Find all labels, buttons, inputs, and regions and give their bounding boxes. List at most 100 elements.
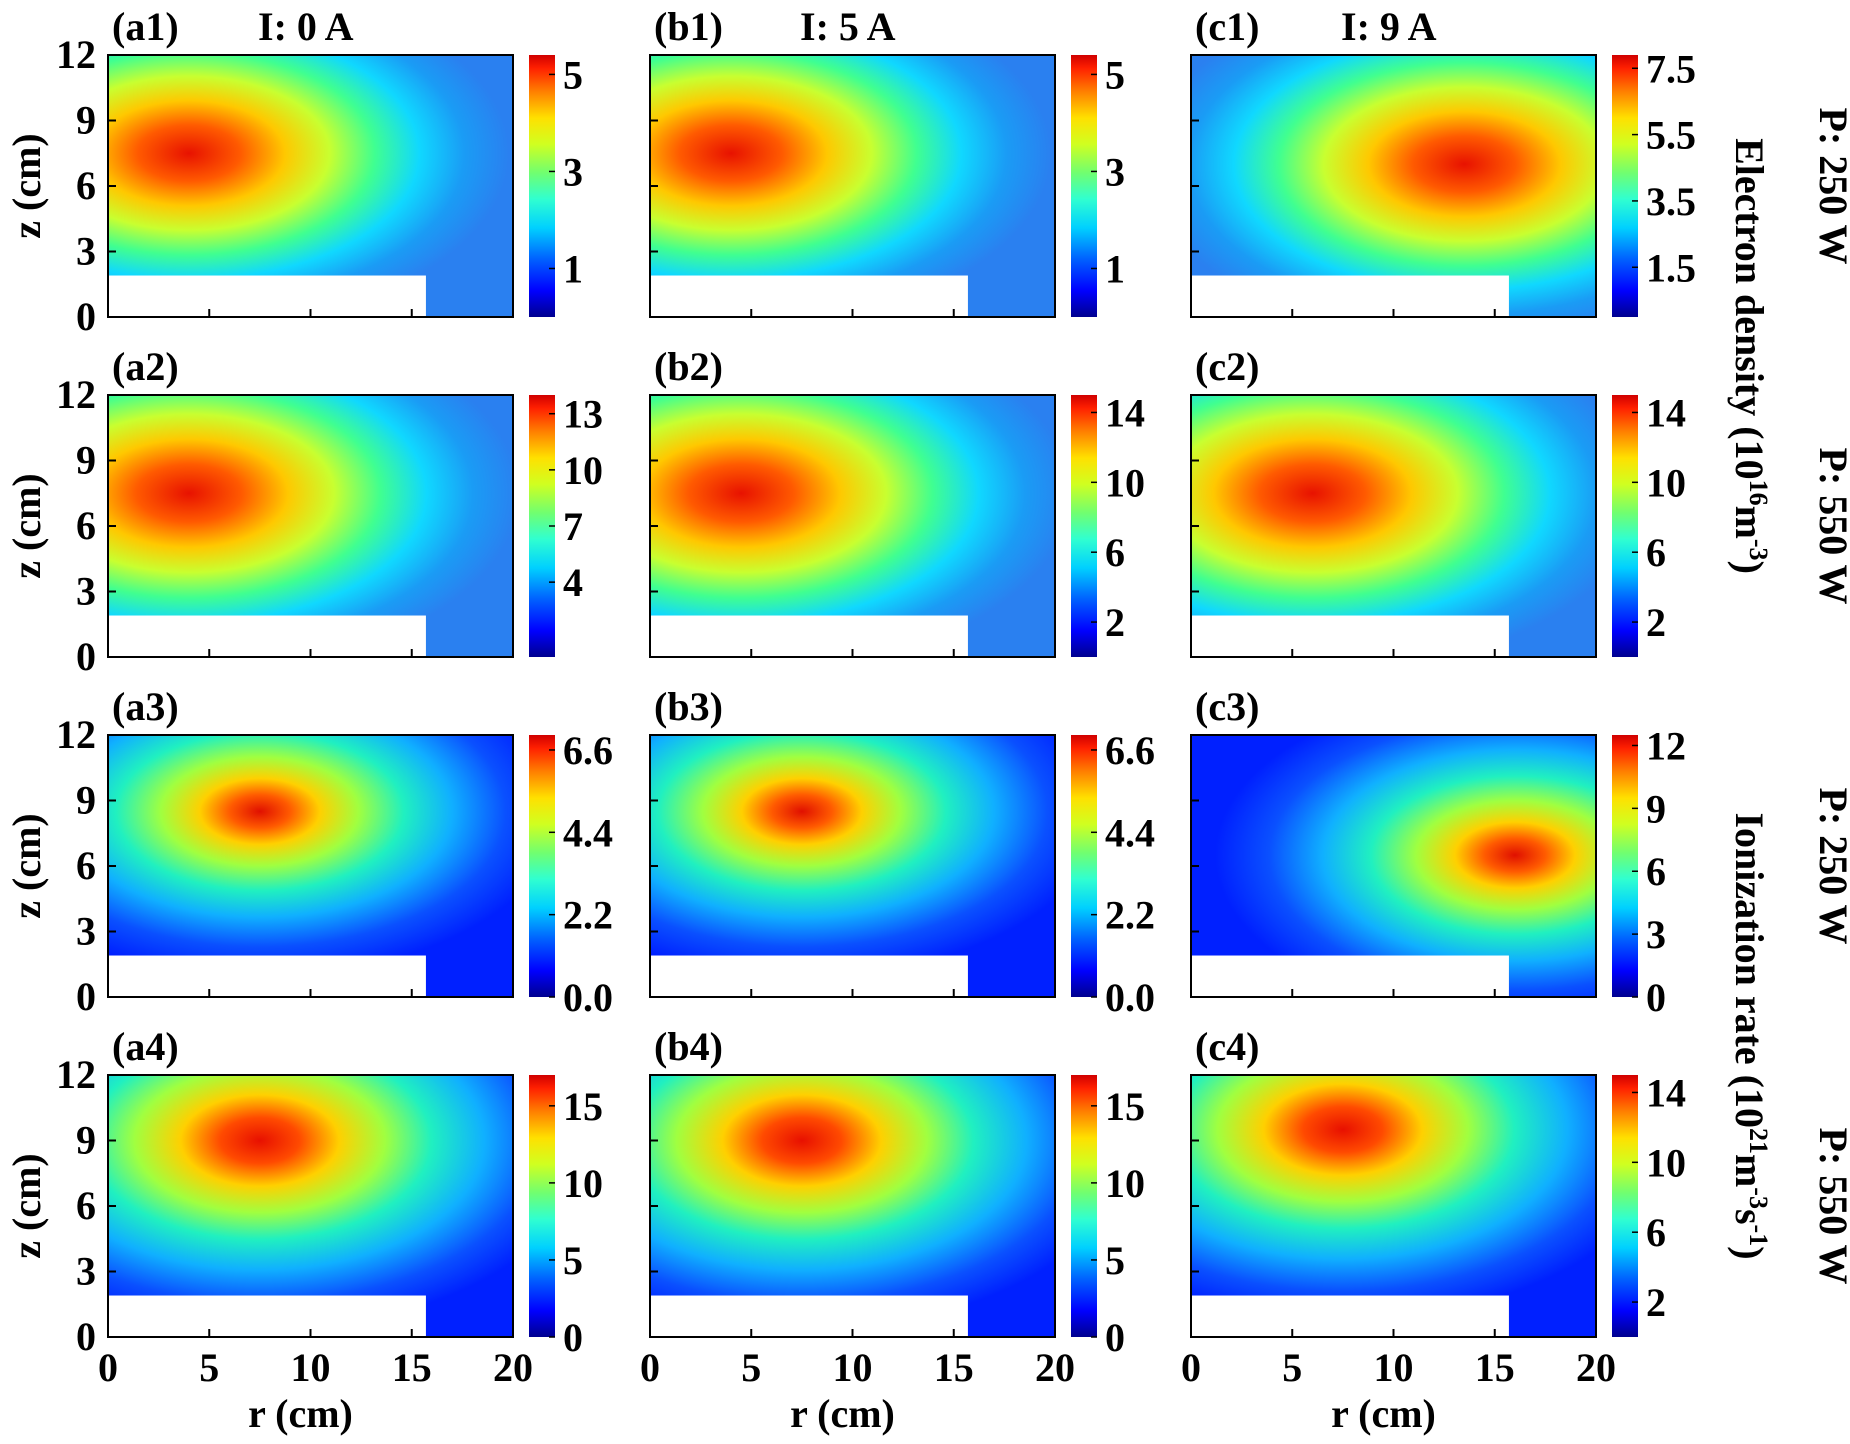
colorbar-tick-label: 5 — [563, 1238, 583, 1283]
colorbar-tick-label: 3 — [563, 149, 583, 194]
colorbar-tick-label: 1 — [1105, 246, 1125, 291]
colorbar-tick-label: 6.6 — [1105, 728, 1155, 773]
colorbar: 2 6 10 14 — [1612, 390, 1686, 657]
y-tick-label: 6 — [76, 1183, 96, 1228]
obstacle-region — [108, 275, 426, 317]
y-tick-label: 12 — [56, 32, 96, 77]
colorbar: 4 7 10 13 — [529, 392, 603, 657]
panel-b3: (b3) 0.0 2.2 4.4 6.6 — [649, 684, 1155, 1020]
colorbar-tick-label: 7.5 — [1646, 46, 1696, 91]
colorbar-tick-label: 5.5 — [1646, 113, 1696, 158]
colorbar-tick-label: 6 — [1646, 530, 1666, 575]
colorbar-tick-label: 10 — [1646, 1140, 1686, 1185]
y-tick-label: 12 — [56, 1052, 96, 1097]
colorbar: 0 3 6 9 12 — [1612, 723, 1686, 1020]
y-tick-label: 3 — [76, 909, 96, 954]
colorbar-gradient — [529, 735, 555, 997]
panel-label: (a3) — [112, 684, 179, 729]
obstacle-region — [1191, 275, 1509, 317]
colorbar-tick-label: 10 — [1646, 460, 1686, 505]
colorbar-tick-label: 12 — [1646, 723, 1686, 768]
panel-b4: 0 5 10 15 20 r (cm) (b4) 0 5 10 15 — [640, 1024, 1145, 1436]
x-tick-label: 0 — [1181, 1345, 1201, 1390]
colorbar-gradient — [529, 1075, 555, 1337]
panel-a1: 0 3 6 9 12 z (cm) (a1) I: 0 A 1 3 5 — [4, 4, 583, 339]
colorbar-gradient — [1612, 395, 1638, 657]
heatmap — [1191, 55, 1596, 317]
colorbar: 1 3 5 — [529, 52, 583, 317]
x-tick-label: 5 — [741, 1345, 761, 1390]
power-label: P: 250 W — [1811, 107, 1850, 264]
colorbar-tick-label: 3 — [1105, 149, 1125, 194]
y-axis-label: z (cm) — [4, 473, 49, 578]
heatmap-field — [108, 735, 513, 997]
colorbar-tick-label: 4 — [563, 560, 583, 605]
y-tick-label: 3 — [76, 569, 96, 614]
heatmap — [108, 395, 513, 657]
y-tick-label: 0 — [76, 974, 96, 1019]
colorbar-tick-label: 6 — [1105, 530, 1125, 575]
heatmap-field — [650, 1075, 1055, 1337]
y-tick-label: 9 — [76, 1118, 96, 1163]
y-axis-label: z (cm) — [4, 133, 49, 238]
panel-label: (b4) — [654, 1024, 723, 1069]
current-title: I: 0 A — [258, 4, 354, 49]
x-tick-label: 20 — [1576, 1345, 1616, 1390]
colorbar-tick-label: 13 — [563, 392, 603, 437]
y-tick-label: 3 — [76, 1249, 96, 1294]
heatmap — [1191, 1075, 1596, 1337]
panel-c3: (c3) 0 3 6 9 12 — [1190, 684, 1686, 1020]
x-tick-label: 15 — [392, 1345, 432, 1390]
colorbar-tick-label: 5 — [1105, 1238, 1125, 1283]
colorbar: 0.0 2.2 4.4 6.6 — [529, 728, 613, 1020]
heatmap-field — [650, 735, 1055, 997]
colorbar-tick-label: 5 — [563, 52, 583, 97]
obstacle-region — [1191, 1295, 1509, 1337]
y-tick-label: 9 — [76, 778, 96, 823]
x-tick-label: 15 — [934, 1345, 974, 1390]
colorbar-tick-label: 14 — [1105, 390, 1145, 435]
y-tick-label: 6 — [76, 503, 96, 548]
colorbar-tick-label: 14 — [1646, 1070, 1686, 1115]
x-tick-label: 5 — [199, 1345, 219, 1390]
x-tick-label: 5 — [1282, 1345, 1302, 1390]
y-tick-label: 9 — [76, 438, 96, 483]
obstacle-region — [108, 955, 426, 997]
heatmap — [650, 395, 1055, 657]
heatmap — [1191, 735, 1596, 997]
panel-label: (a4) — [112, 1024, 179, 1069]
y-axis-label: z (cm) — [4, 1153, 49, 1258]
x-axis-label: r (cm) — [1331, 1391, 1436, 1436]
x-axis-label: r (cm) — [790, 1391, 895, 1436]
heatmap-field — [108, 55, 513, 317]
x-axis-label: r (cm) — [248, 1391, 353, 1436]
colorbar-tick-label: 2.2 — [563, 893, 613, 938]
colorbar-tick-label: 4.4 — [563, 810, 613, 855]
colorbar-tick-label: 0 — [563, 1315, 583, 1360]
colorbar-tick-label: 3 — [1646, 912, 1666, 957]
panel-a2: 0 3 6 9 12 z (cm) (a2) 4 7 10 13 — [4, 344, 603, 679]
heatmap-field — [650, 395, 1055, 657]
colorbar-gradient — [1071, 395, 1097, 657]
colorbar-tick-label: 15 — [1105, 1084, 1145, 1129]
obstacle-region — [108, 615, 426, 657]
panel-b2: (b2) 2 6 10 14 — [649, 344, 1145, 658]
panel-label: (a1) — [112, 4, 179, 49]
heatmap — [650, 1075, 1055, 1337]
annotations: P: 250 W P: 550 W P: 250 W P: 550 W Electron… — [1727, 107, 1850, 1284]
colorbar: 0.0 2.2 4.4 6.6 — [1071, 728, 1155, 1020]
x-tick-label: 20 — [1035, 1345, 1075, 1390]
heatmap — [650, 55, 1055, 317]
colorbar-tick-label: 10 — [563, 448, 603, 493]
colorbar-tick-label: 6 — [1646, 1210, 1666, 1255]
obstacle-region — [650, 955, 968, 997]
colorbar-tick-label: 10 — [563, 1161, 603, 1206]
panel-a3: 0 3 6 9 12 z (cm) (a3) 0.0 2.2 4.4 6.6 — [4, 684, 613, 1020]
y-tick-label: 12 — [56, 712, 96, 757]
colorbar-tick-label: 9 — [1646, 786, 1666, 831]
colorbar: 2 6 10 14 — [1071, 390, 1145, 657]
heatmap-field — [1191, 1075, 1596, 1337]
panel-label: (c2) — [1195, 344, 1259, 389]
